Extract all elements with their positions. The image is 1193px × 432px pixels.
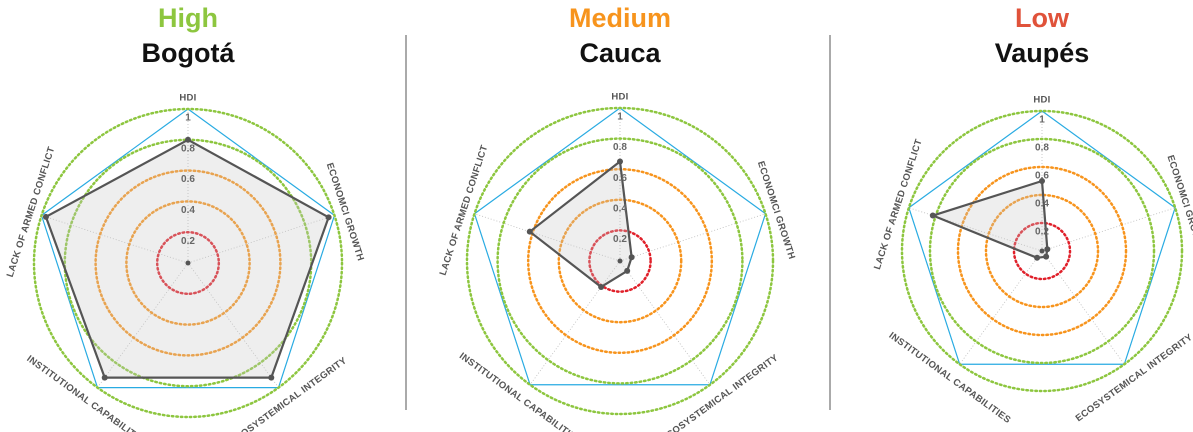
tick-label: 0.4 xyxy=(613,203,627,214)
data-area xyxy=(44,138,330,379)
center xyxy=(1039,248,1045,254)
tick-label: 0.8 xyxy=(181,143,195,154)
data-point xyxy=(185,136,191,143)
data-point xyxy=(268,374,275,381)
center xyxy=(185,260,191,266)
axis-label: HDI xyxy=(1033,95,1050,106)
chart-title: Low xyxy=(1015,3,1070,33)
data-point xyxy=(101,374,108,381)
axis-label: LACK OF ARMED CONFLICT xyxy=(5,145,58,278)
axis-label: ECOSYSTEMICAL INTEGRITY xyxy=(1074,332,1193,424)
data-point xyxy=(526,228,533,235)
axis-label: HDI xyxy=(179,93,196,104)
axis-label: LACK OF ARMED CONFLICT xyxy=(438,144,491,277)
axis-label: ECONOMCI GROWTH xyxy=(1165,154,1193,255)
data-point xyxy=(325,214,332,221)
frame xyxy=(473,107,767,386)
spoke xyxy=(619,213,766,262)
axis-label: INSTITUTIONAL CAPABILITIES xyxy=(887,330,1013,426)
tick-label: 1 xyxy=(617,112,623,123)
ring xyxy=(557,198,683,324)
ring xyxy=(32,107,344,419)
data-point xyxy=(1043,253,1050,260)
tick-label: 1 xyxy=(185,113,191,124)
data-area xyxy=(528,160,633,289)
ring xyxy=(928,137,1156,365)
spoke xyxy=(908,207,1043,252)
data-point xyxy=(624,267,631,274)
data-point xyxy=(1044,246,1051,253)
tick-label: 0.2 xyxy=(1035,227,1049,238)
spoke xyxy=(959,250,1043,365)
data-point xyxy=(598,283,605,290)
ring xyxy=(588,229,652,293)
tick-label: 1 xyxy=(1039,115,1045,126)
ring xyxy=(155,230,221,296)
data-point xyxy=(1039,178,1045,184)
frame xyxy=(40,108,336,389)
chart-subtitle: Vaupés xyxy=(995,38,1090,68)
axis-label: ECOSYSTEMICAL INTEGRITY xyxy=(659,352,781,432)
tick-label: 0.4 xyxy=(181,205,195,216)
ring xyxy=(956,165,1128,337)
data-area xyxy=(931,179,1049,259)
chart-subtitle: Bogotá xyxy=(142,38,236,68)
spoke xyxy=(619,260,711,386)
frame xyxy=(908,110,1176,365)
data-point xyxy=(628,254,635,261)
ring xyxy=(496,137,744,385)
data-point xyxy=(1034,254,1041,261)
chart-subtitle: Cauca xyxy=(579,38,661,68)
tick-label: 0.4 xyxy=(1035,199,1049,210)
ring xyxy=(900,109,1184,393)
tick-label: 0.8 xyxy=(613,142,627,153)
spoke xyxy=(1041,250,1125,365)
chart-title: Medium xyxy=(569,3,671,33)
ring xyxy=(465,106,775,416)
tick-label: 0.6 xyxy=(181,174,195,185)
spoke xyxy=(1041,207,1176,252)
tick-label: 0.6 xyxy=(613,173,627,184)
tick-label: 0.2 xyxy=(613,234,627,245)
ring xyxy=(125,200,251,326)
tick-label: 0.8 xyxy=(1035,143,1049,154)
axis-label: LACK OF ARMED CONFLICT xyxy=(872,138,925,271)
ring xyxy=(94,169,282,357)
center xyxy=(617,258,623,264)
tick-label: 0.2 xyxy=(181,236,195,247)
data-point xyxy=(42,213,49,220)
data-point xyxy=(929,212,936,219)
tick-label: 0.6 xyxy=(1035,171,1049,182)
chart-title: High xyxy=(158,3,218,33)
axis-label: INSTITUTIONAL CAPABILITIES xyxy=(457,351,583,432)
ring xyxy=(1012,221,1072,281)
axis-label: HDI xyxy=(611,92,628,103)
data-point xyxy=(617,158,623,165)
